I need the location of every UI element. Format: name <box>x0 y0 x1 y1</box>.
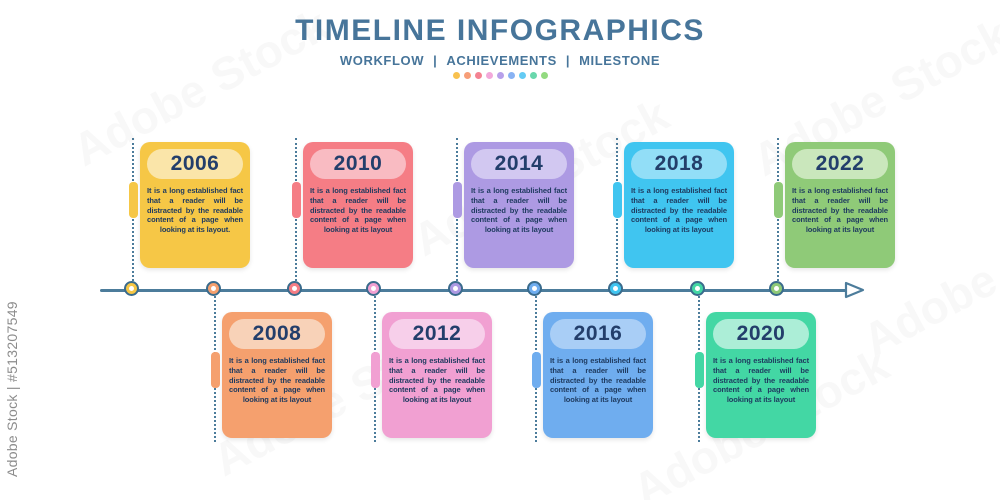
connector-tab <box>291 182 301 218</box>
connector-tab <box>370 352 380 388</box>
year-badge: 2006 <box>147 149 243 179</box>
connector-tab <box>452 182 462 218</box>
card-body-text: It is a long established fact that a rea… <box>471 186 567 234</box>
timeline-marker <box>689 280 705 296</box>
year-badge: 2016 <box>550 319 646 349</box>
timeline-card: 2022 It is a long established fact that a… <box>785 142 895 268</box>
card-body-text: It is a long established fact that a rea… <box>389 356 485 404</box>
timeline-card: 2018 It is a long established fact that a… <box>624 142 734 268</box>
page-subtitle: WORKFLOW | ACHIEVEMENTS | MILESTONE <box>0 53 1000 68</box>
subtitle-item: ACHIEVEMENTS <box>446 53 557 68</box>
timeline-card: 2010 It is a long established fact that a… <box>303 142 413 268</box>
timeline-marker <box>123 280 139 296</box>
timeline-marker <box>768 280 784 296</box>
subtitle-item: MILESTONE <box>579 53 661 68</box>
timeline-card: 2020 It is a long established fact that a… <box>706 312 816 438</box>
year-badge: 2022 <box>792 149 888 179</box>
color-dot <box>452 72 460 79</box>
color-dot <box>496 72 504 79</box>
card-body-text: It is a long established fact that a rea… <box>550 356 646 404</box>
connector-tab <box>612 182 622 218</box>
connector-tab <box>773 182 783 218</box>
card-body-text: It is a long established fact that a rea… <box>229 356 325 404</box>
timeline-marker <box>286 280 302 296</box>
timeline-card: 2008 It is a long established fact that a… <box>222 312 332 438</box>
marker-core-dot <box>773 285 779 291</box>
marker-core-dot <box>370 285 376 291</box>
card-body-text: It is a long established fact that a rea… <box>713 356 809 404</box>
connector-tab <box>694 352 704 388</box>
year-badge: 2010 <box>310 149 406 179</box>
timeline-arrow-icon <box>844 281 866 304</box>
subtitle-separator: | <box>433 53 438 68</box>
timeline-card: 2014 It is a long established fact that a… <box>464 142 574 268</box>
year-badge: 2014 <box>471 149 567 179</box>
decorative-dots-row <box>0 72 1000 79</box>
marker-core-dot <box>291 285 297 291</box>
marker-core-dot <box>452 285 458 291</box>
timeline-card: 2012 It is a long established fact that a… <box>382 312 492 438</box>
year-badge: 2008 <box>229 319 325 349</box>
year-badge: 2020 <box>713 319 809 349</box>
timeline-marker <box>607 280 623 296</box>
color-dot <box>529 72 537 79</box>
connector-tab <box>531 352 541 388</box>
color-dot <box>474 72 482 79</box>
timeline-marker <box>205 280 221 296</box>
connector-tab <box>128 182 138 218</box>
year-badge: 2018 <box>631 149 727 179</box>
watermark-side-label: Adobe Stock | #513207549 <box>4 301 20 477</box>
marker-core-dot <box>694 285 700 291</box>
timeline-axis <box>100 288 848 292</box>
marker-core-dot <box>210 285 216 291</box>
subtitle-separator: | <box>565 53 571 68</box>
color-dot <box>485 72 493 79</box>
connector-tab <box>210 352 220 388</box>
card-body-text: It is a long established fact that a rea… <box>792 186 888 234</box>
marker-core-dot <box>531 285 537 291</box>
marker-core-dot <box>128 285 134 291</box>
color-dot <box>507 72 515 79</box>
color-dot <box>540 72 548 79</box>
card-body-text: It is a long established fact that a rea… <box>147 186 243 234</box>
timeline-card: 2016 It is a long established fact that a… <box>543 312 653 438</box>
year-badge: 2012 <box>389 319 485 349</box>
page-title: TIMELINE INFOGRAPHICS <box>295 14 705 47</box>
card-body-text: It is a long established fact that a rea… <box>631 186 727 234</box>
timeline-marker <box>526 280 542 296</box>
timeline-marker <box>447 280 463 296</box>
color-dot <box>463 72 471 79</box>
marker-core-dot <box>612 285 618 291</box>
color-dot <box>518 72 526 79</box>
card-body-text: It is a long established fact that a rea… <box>310 186 406 234</box>
timeline-marker <box>365 280 381 296</box>
timeline-card: 2006 It is a long established fact that a… <box>140 142 250 268</box>
subtitle-item: WORKFLOW <box>339 53 425 68</box>
